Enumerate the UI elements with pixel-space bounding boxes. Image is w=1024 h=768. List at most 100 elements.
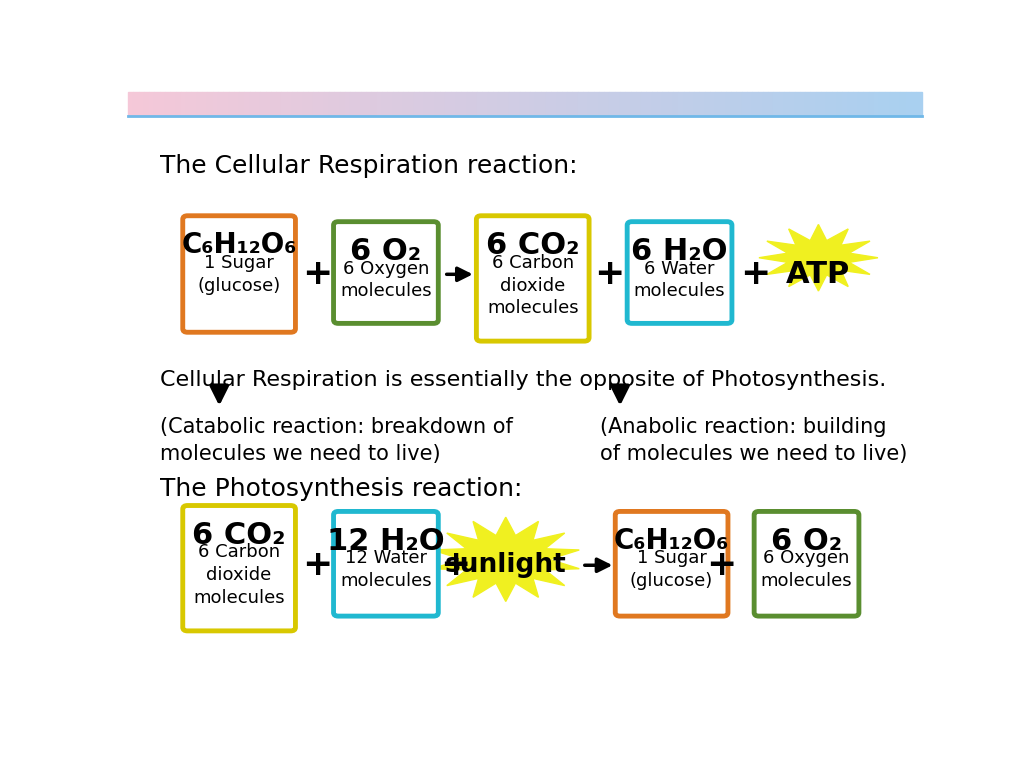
Bar: [588, 92, 594, 114]
Bar: [519, 92, 525, 114]
Bar: [831, 92, 837, 114]
Bar: [842, 92, 848, 114]
Bar: [748, 92, 753, 114]
Bar: [514, 92, 519, 114]
Bar: [652, 92, 657, 114]
Bar: [663, 92, 668, 114]
Bar: [499, 92, 504, 114]
Bar: [536, 92, 541, 114]
Bar: [324, 92, 329, 114]
Bar: [494, 92, 499, 114]
Bar: [482, 92, 487, 114]
Bar: [435, 92, 440, 114]
Bar: [451, 92, 456, 114]
Bar: [689, 92, 694, 114]
Text: 6 O₂: 6 O₂: [350, 237, 422, 266]
Bar: [868, 92, 874, 114]
Bar: [430, 92, 435, 114]
Bar: [705, 92, 710, 114]
Bar: [916, 92, 922, 114]
Bar: [143, 92, 150, 114]
Text: The Photosynthesis reaction:: The Photosynthesis reaction:: [160, 476, 522, 501]
Text: 1 Sugar
(glucose): 1 Sugar (glucose): [630, 549, 714, 590]
Polygon shape: [432, 517, 580, 601]
Bar: [736, 92, 741, 114]
Bar: [334, 92, 340, 114]
Bar: [699, 92, 705, 114]
Bar: [821, 92, 826, 114]
Text: +: +: [595, 257, 625, 291]
Bar: [186, 92, 191, 114]
Bar: [265, 92, 270, 114]
Bar: [741, 92, 748, 114]
Bar: [805, 92, 811, 114]
Text: sunlight: sunlight: [444, 552, 566, 578]
Bar: [240, 92, 245, 114]
FancyBboxPatch shape: [754, 511, 859, 616]
Bar: [160, 92, 165, 114]
Bar: [726, 92, 731, 114]
Bar: [270, 92, 276, 114]
Bar: [546, 92, 551, 114]
Bar: [287, 92, 292, 114]
Bar: [758, 92, 763, 114]
Bar: [504, 92, 509, 114]
Bar: [350, 92, 355, 114]
Bar: [673, 92, 678, 114]
Text: 6 Oxygen
molecules: 6 Oxygen molecules: [761, 549, 852, 590]
Bar: [176, 92, 181, 114]
Bar: [303, 92, 308, 114]
Bar: [715, 92, 721, 114]
Bar: [424, 92, 430, 114]
Bar: [768, 92, 773, 114]
Bar: [292, 92, 297, 114]
Bar: [567, 92, 572, 114]
Bar: [880, 92, 885, 114]
Bar: [848, 92, 853, 114]
Text: 12 H₂O: 12 H₂O: [327, 527, 444, 556]
Bar: [731, 92, 736, 114]
Bar: [551, 92, 557, 114]
Bar: [778, 92, 784, 114]
Text: +: +: [302, 257, 332, 291]
Bar: [308, 92, 313, 114]
Bar: [360, 92, 367, 114]
Text: ATP: ATP: [786, 260, 851, 289]
Text: +: +: [439, 548, 470, 582]
Text: 6 Carbon
dioxide
molecules: 6 Carbon dioxide molecules: [194, 544, 285, 607]
Bar: [223, 92, 228, 114]
Bar: [763, 92, 768, 114]
Bar: [572, 92, 578, 114]
Bar: [599, 92, 604, 114]
Text: (Anabolic reaction: building
of molecules we need to live): (Anabolic reaction: building of molecule…: [600, 418, 907, 464]
Bar: [409, 92, 414, 114]
Bar: [392, 92, 397, 114]
Bar: [784, 92, 790, 114]
Bar: [604, 92, 609, 114]
Bar: [403, 92, 409, 114]
FancyBboxPatch shape: [182, 216, 296, 333]
Bar: [900, 92, 906, 114]
Bar: [609, 92, 614, 114]
Bar: [524, 92, 530, 114]
Bar: [477, 92, 482, 114]
FancyBboxPatch shape: [476, 216, 589, 341]
Polygon shape: [759, 224, 878, 291]
Bar: [355, 92, 360, 114]
FancyBboxPatch shape: [334, 222, 438, 323]
Text: 6 Water
molecules: 6 Water molecules: [634, 260, 725, 300]
Bar: [626, 92, 631, 114]
Bar: [150, 92, 155, 114]
Bar: [562, 92, 567, 114]
Bar: [228, 92, 233, 114]
Bar: [461, 92, 467, 114]
Bar: [668, 92, 673, 114]
Bar: [329, 92, 334, 114]
Text: 6 CO₂: 6 CO₂: [193, 521, 286, 550]
Bar: [197, 92, 202, 114]
Text: Cellular Respiration is essentially the opposite of Photosynthesis.: Cellular Respiration is essentially the …: [160, 370, 886, 390]
Bar: [885, 92, 890, 114]
Bar: [440, 92, 445, 114]
Bar: [753, 92, 758, 114]
Bar: [636, 92, 641, 114]
